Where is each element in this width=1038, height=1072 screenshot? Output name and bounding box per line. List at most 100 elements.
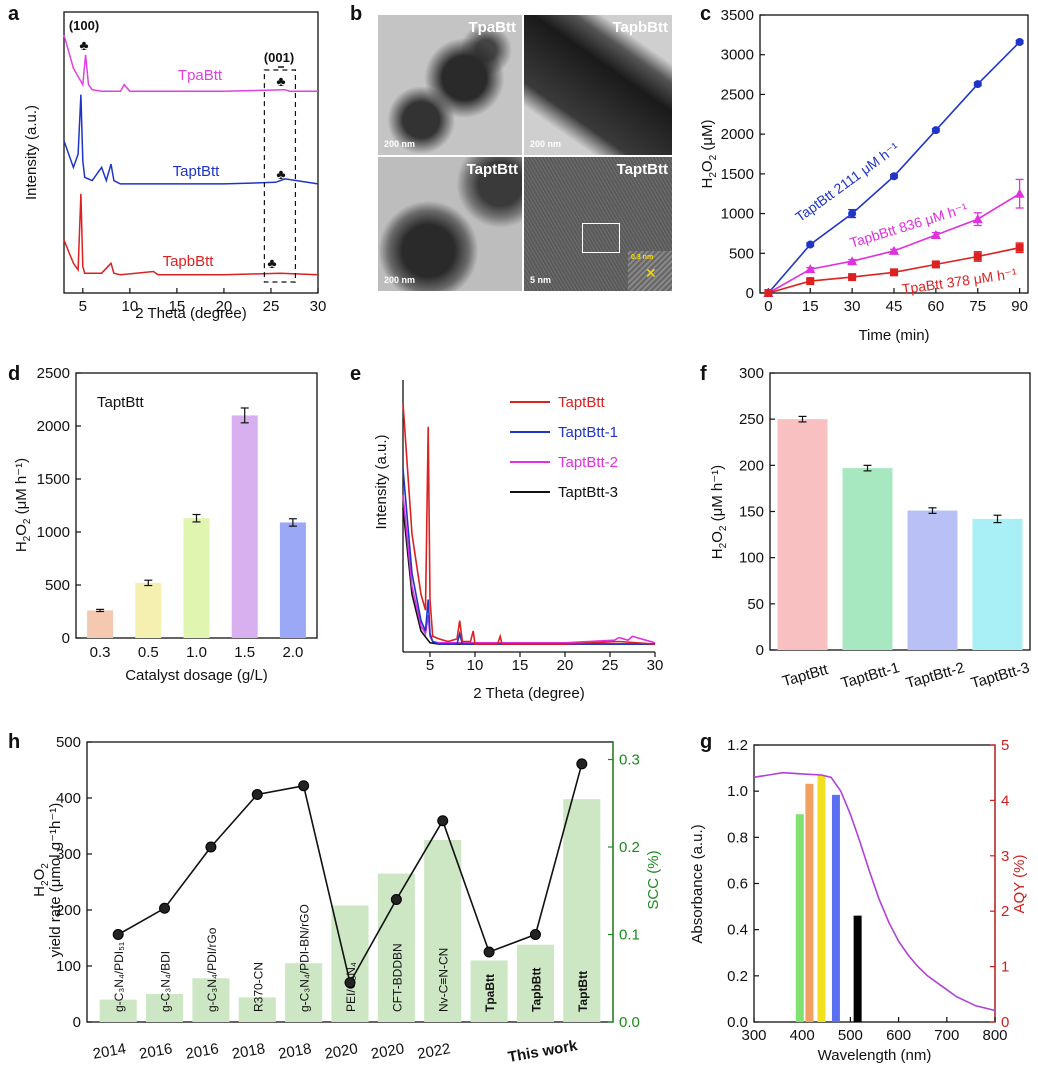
f-x-tick-label: TaptBtt bbox=[780, 661, 830, 690]
d-y-axis-label: H2O2 (μM h⁻¹) bbox=[13, 458, 33, 552]
g-aqy-bar bbox=[853, 915, 862, 1022]
a-club-marker: ♣ bbox=[276, 73, 285, 89]
d-x-tick-label: 0.3 bbox=[90, 644, 111, 661]
h-year-label: This work bbox=[507, 1037, 580, 1066]
h-bar-label: g-C₃N₄/PDI₅₁ bbox=[112, 942, 126, 1012]
c-x-tick-label: 30 bbox=[844, 298, 861, 315]
a-x-axis-label: 2 Theta (degree) bbox=[135, 305, 246, 322]
d-x-tick-label: 1.5 bbox=[234, 644, 255, 661]
h-y-tick-label: 100 bbox=[56, 958, 81, 975]
c-x-tick-label: 15 bbox=[802, 298, 819, 315]
f-bar bbox=[972, 518, 1023, 650]
h-bar bbox=[99, 999, 137, 1022]
d-bar bbox=[231, 415, 258, 638]
h-y-axis-label: H2O2 bbox=[31, 863, 51, 897]
h-year-label: 2022 bbox=[416, 1040, 452, 1063]
c-y-axis-label: H2O2 (μM) bbox=[699, 120, 719, 189]
c-data-point bbox=[805, 264, 816, 274]
g-x-axis-label: Wavelength (nm) bbox=[818, 1047, 932, 1064]
e-x-tick-label: 25 bbox=[602, 657, 619, 674]
g-aqy-bar bbox=[817, 775, 826, 1022]
g-aqy-bar bbox=[831, 794, 840, 1022]
d-x-tick-label: 2.0 bbox=[282, 644, 303, 661]
h-bar bbox=[470, 960, 508, 1022]
lattice-arrow-icon: ✕ bbox=[645, 265, 657, 281]
a-peak-annotation: (100) bbox=[69, 18, 99, 33]
h-bar-label: TpaBtt bbox=[483, 974, 497, 1012]
g-y-tick-label: 0.2 bbox=[727, 968, 748, 985]
h-bar bbox=[285, 963, 323, 1022]
f-y-tick-label: 0 bbox=[756, 642, 764, 659]
tem-label: TpaBtt bbox=[468, 19, 517, 36]
c-y-tick-label: 3500 bbox=[721, 7, 754, 24]
a-peak-annotation: (001) bbox=[264, 50, 294, 65]
c-x-tick-label: 90 bbox=[1011, 298, 1028, 315]
panel-letter-b: b bbox=[350, 3, 362, 25]
e-legend-label: TaptBtt-3 bbox=[558, 484, 618, 501]
f-y-tick-label: 300 bbox=[739, 365, 764, 382]
scale-bar-label: 5 nm bbox=[530, 275, 552, 285]
f-y-axis-label: H2O2 (μM h⁻¹) bbox=[709, 465, 729, 559]
h-y2-axis-label: SCC (%) bbox=[645, 850, 662, 909]
h-bar bbox=[238, 997, 276, 1022]
c-data-point bbox=[806, 277, 815, 286]
h-bar bbox=[424, 840, 462, 1022]
h-scc-point bbox=[112, 929, 124, 940]
e-x-tick-label: 15 bbox=[512, 657, 529, 674]
f-y-tick-label: 250 bbox=[739, 411, 764, 428]
a-series-label: TaptBtt bbox=[173, 163, 221, 180]
tem-image-tpabtt: TpaBtt 200 nm bbox=[378, 15, 522, 155]
tem-label: TaptBtt bbox=[616, 161, 668, 178]
h-y-tick-label: 500 bbox=[56, 734, 81, 751]
scale-bar-label: 200 nm bbox=[384, 275, 416, 285]
c-data-point bbox=[931, 126, 940, 135]
c-data-point bbox=[1015, 38, 1024, 47]
h-y-tick-label: 300 bbox=[56, 846, 81, 863]
scale-bar-label: 200 nm bbox=[530, 139, 562, 149]
d-bar bbox=[87, 610, 114, 638]
h-y2-tick-label: 0.1 bbox=[619, 927, 640, 944]
c-y-tick-label: 1000 bbox=[721, 206, 754, 223]
c-x-tick-label: 60 bbox=[928, 298, 945, 315]
f-y-tick-label: 100 bbox=[739, 550, 764, 567]
e-series-line bbox=[402, 507, 655, 645]
f-y-tick-label: 50 bbox=[747, 596, 764, 613]
inset-image: 0.3 nm ✕ bbox=[628, 251, 672, 291]
f-bar bbox=[777, 419, 828, 650]
h-scc-point bbox=[205, 841, 217, 853]
h-year-label: 2018 bbox=[277, 1040, 313, 1063]
h-year-label: 2020 bbox=[370, 1040, 406, 1063]
c-data-point bbox=[848, 209, 857, 218]
g-y-tick-label: 0.6 bbox=[727, 876, 748, 893]
h-scc-point bbox=[159, 902, 171, 914]
c-data-point bbox=[889, 245, 899, 255]
scale-bar-label: 200 nm bbox=[384, 139, 416, 149]
panel-letter-a: a bbox=[8, 3, 20, 25]
e-legend-label: TaptBtt-1 bbox=[558, 424, 618, 441]
d-x-axis-label: Catalyst dosage (g/L) bbox=[125, 667, 268, 684]
g-absorbance-line bbox=[753, 771, 996, 1012]
g-y2-tick-label: 5 bbox=[1001, 737, 1009, 754]
c-y-tick-label: 2500 bbox=[721, 86, 754, 103]
a-series-line bbox=[63, 193, 319, 276]
h-year-label: 2016 bbox=[138, 1040, 174, 1063]
c-data-point bbox=[848, 273, 857, 282]
g-y2-tick-label: 3 bbox=[1001, 848, 1009, 865]
a-series-line bbox=[63, 34, 318, 93]
c-y-tick-label: 1500 bbox=[721, 166, 754, 183]
c-series-label: TapbBtt 836 μM h⁻¹ bbox=[848, 200, 970, 251]
c-data-point bbox=[890, 172, 898, 181]
a-series-line bbox=[63, 94, 319, 185]
h-bar bbox=[563, 799, 601, 1022]
f-x-tick-label: TaptBtt-1 bbox=[839, 659, 901, 692]
panel-letter-h: h bbox=[8, 731, 20, 753]
h-year-label: 2020 bbox=[323, 1040, 359, 1063]
f-x-tick-label: TaptBtt-3 bbox=[969, 659, 1031, 692]
d-bar bbox=[279, 522, 306, 638]
h-y2-tick-label: 0.0 bbox=[619, 1014, 640, 1031]
d-y-tick-label: 0 bbox=[62, 630, 70, 647]
c-data-point bbox=[973, 80, 982, 89]
h-y2-tick-label: 0.3 bbox=[619, 752, 640, 769]
c-data-point bbox=[764, 289, 773, 297]
